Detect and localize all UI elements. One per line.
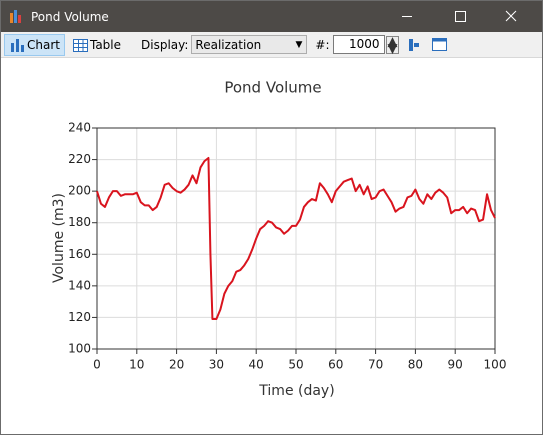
y-tick-label: 100 — [68, 342, 91, 356]
x-axis-label: Time (day) — [258, 383, 334, 399]
window-controls[interactable] — [392, 1, 542, 32]
display-label: Display: — [141, 37, 189, 52]
y-axis-label: Volume (m3) — [51, 193, 67, 283]
y-tick-label: 180 — [68, 215, 91, 229]
number-input[interactable]: 1000 — [332, 35, 385, 54]
data-line — [96, 156, 496, 321]
x-tick-label: 0 — [93, 358, 101, 372]
title-bar: Pond Volume — [1, 1, 542, 32]
y-tick-label: 140 — [68, 278, 91, 292]
y-tick-label: 160 — [68, 247, 91, 261]
svg-text:▼: ▼ — [387, 41, 397, 55]
x-tick-label: 80 — [408, 358, 423, 372]
x-tick-label: 90 — [448, 358, 463, 372]
dropdown-arrow: ▼ — [295, 39, 303, 50]
x-tick-label: 60 — [328, 358, 343, 372]
table-label: Table — [89, 37, 122, 52]
number-label: #: — [315, 37, 330, 52]
app-icon — [10, 9, 21, 23]
y-tick-label: 120 — [68, 310, 91, 324]
display-value: Realization — [195, 37, 262, 52]
x-tick-label: 40 — [249, 358, 264, 372]
chart-button[interactable]: Chart — [4, 33, 65, 56]
x-tick-label: 50 — [288, 358, 303, 372]
y-tick-label: 200 — [68, 184, 91, 198]
display-select[interactable]: Realization ▼ — [191, 35, 308, 54]
table-button[interactable]: Table — [68, 35, 125, 55]
chart-title: Pond Volume — [224, 79, 321, 97]
svg-text:▲: ▲ — [387, 35, 397, 50]
y-tick-label: 220 — [68, 152, 91, 166]
x-tick-label: 20 — [169, 358, 184, 372]
toolbar-extras[interactable]: ▲▼ — [385, 35, 455, 55]
toolbar: Chart Table Display: Realization ▼ #: 100… — [1, 32, 542, 58]
x-tick-label: 100 — [484, 358, 507, 372]
y-tick-label: 240 — [68, 121, 91, 135]
chart-icon — [11, 38, 24, 52]
window-title: Pond Volume — [31, 9, 109, 24]
x-tick-label: 30 — [209, 358, 224, 372]
chart-label: Chart — [27, 37, 60, 52]
x-tick-label: 70 — [368, 358, 383, 372]
x-tick-label: 10 — [129, 358, 144, 372]
table-icon — [72, 38, 88, 52]
plot-border — [96, 127, 496, 350]
chart: Pond Volume Time (day) Volume (m3) 10012… — [51, 79, 507, 400]
